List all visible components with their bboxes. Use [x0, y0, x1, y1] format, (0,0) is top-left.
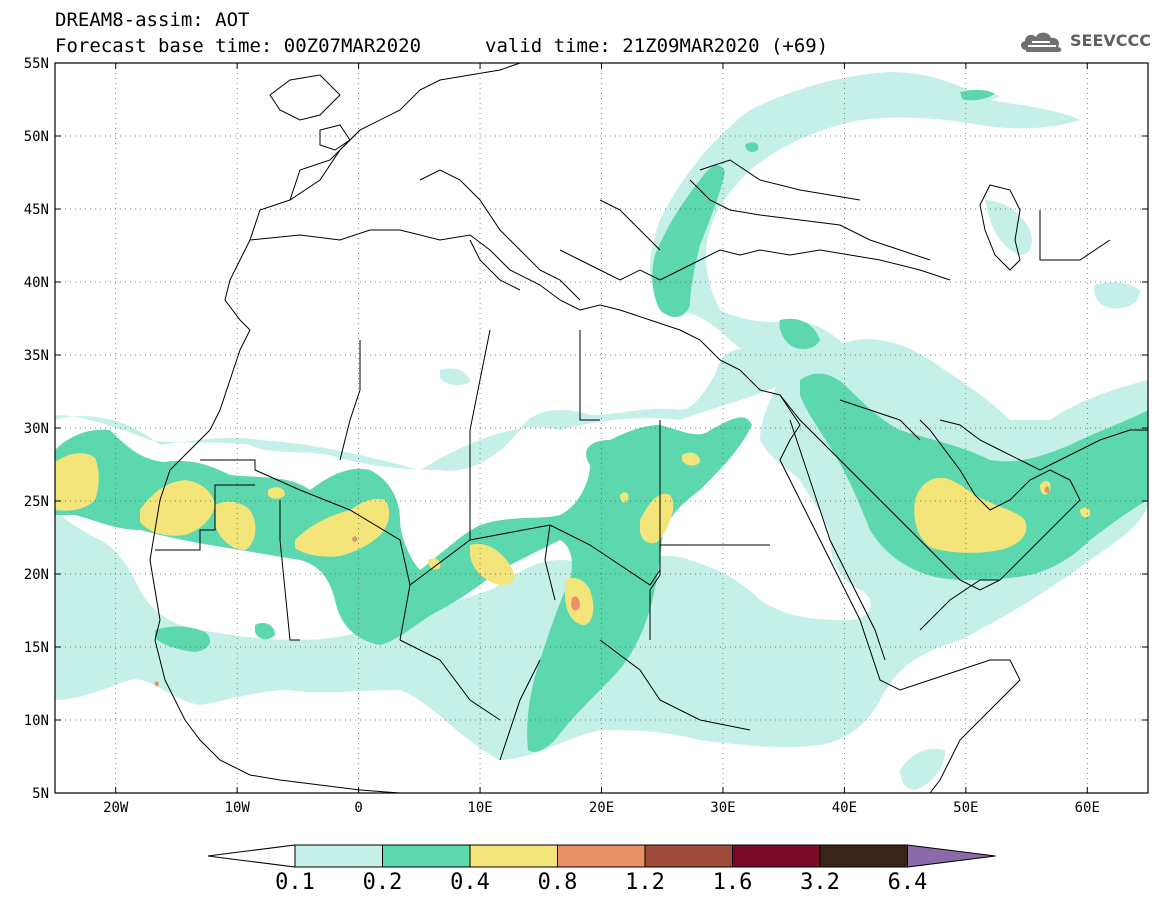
legend-threshold-label: 1.6	[713, 870, 753, 895]
lat-label: 55N	[24, 56, 49, 72]
legend-threshold-label: 1.2	[625, 870, 665, 895]
lon-label: 0	[354, 800, 362, 816]
lat-label: 30N	[24, 421, 49, 437]
colorbar-segment	[820, 845, 908, 867]
latitude-labels: 55N 50N 45N 40N 35N 30N 25N 20N 15N 10N 5N	[24, 56, 49, 802]
colorbar-segment	[645, 845, 733, 867]
colorbar-under-arrow	[208, 845, 295, 867]
lon-label: 60E	[1075, 800, 1100, 816]
legend-threshold-label: 0.4	[450, 870, 490, 895]
colorbar-segment	[383, 845, 471, 867]
lat-label: 20N	[24, 567, 49, 583]
aot-shading	[55, 72, 1148, 790]
colorbar-segment	[295, 845, 383, 867]
lon-label: 20W	[103, 800, 129, 816]
colorbar-segment	[470, 845, 558, 867]
colorbar-over-arrow	[908, 845, 996, 867]
colorbar	[208, 845, 996, 867]
lon-label: 40E	[832, 800, 857, 816]
lon-label: 10W	[225, 800, 251, 816]
legend-threshold-label: 6.4	[888, 870, 928, 895]
lat-label: 50N	[24, 129, 49, 145]
legend-threshold-label: 0.8	[538, 870, 578, 895]
lat-label: 40N	[24, 275, 49, 291]
legend-threshold-label: 0.2	[363, 870, 403, 895]
lat-label: 15N	[24, 640, 49, 656]
lon-label: 50E	[953, 800, 978, 816]
lat-label: 10N	[24, 713, 49, 729]
longitude-labels: 20W 10W 0 10E 20E 30E 40E 50E 60E	[103, 800, 1100, 816]
legend-threshold-label: 3.2	[800, 870, 840, 895]
lat-label: 45N	[24, 202, 49, 218]
lon-label: 30E	[710, 800, 735, 816]
lon-label: 10E	[467, 800, 492, 816]
lat-label: 35N	[24, 348, 49, 364]
lon-label: 20E	[589, 800, 614, 816]
colorbar-segment	[558, 845, 646, 867]
lat-label: 5N	[32, 786, 49, 802]
legend-threshold-label: 0.1	[275, 870, 315, 895]
lat-label: 25N	[24, 494, 49, 510]
colorbar-segment	[733, 845, 821, 867]
